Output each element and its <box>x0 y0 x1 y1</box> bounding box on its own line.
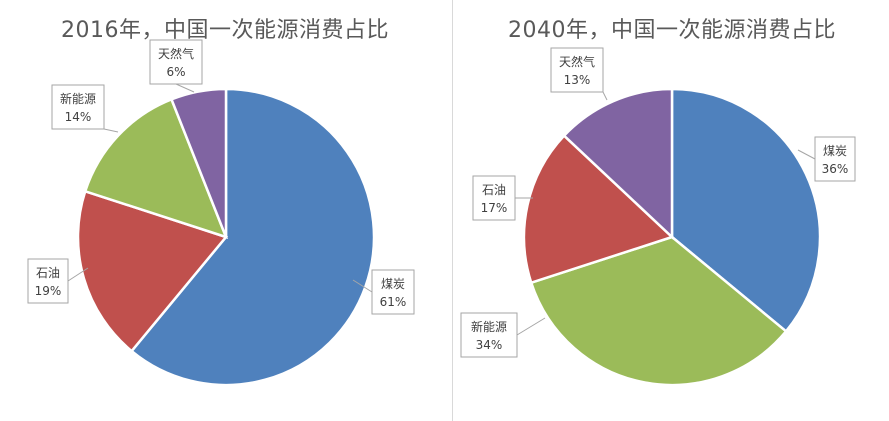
slice-value-2040-3: 13% <box>564 73 591 87</box>
slice-value-2016-1: 19% <box>35 284 62 298</box>
pie-slice-2016-1 <box>76 189 229 353</box>
slice-value-2016-0: 61% <box>380 295 407 309</box>
slice-value-2040-1: 34% <box>476 338 503 352</box>
callout-box-2016-0 <box>371 269 415 315</box>
chart-title-2016: 2016年，中国一次能源消费占比 <box>61 18 389 43</box>
chart-title-2040: 2040年，中国一次能源消费占比 <box>508 18 836 43</box>
slice-callout-2040-0: 煤炭 36% <box>797 136 856 182</box>
slice-label-2016-0: 煤炭 <box>381 277 405 291</box>
slice-value-2040-2: 17% <box>481 201 508 215</box>
slice-label-2016-3: 天然气 <box>158 46 194 61</box>
slice-value-2016-2: 14% <box>65 110 92 124</box>
slice-label-2040-1: 新能源 <box>471 319 507 334</box>
leader-line-2040-1 <box>516 317 546 336</box>
slice-label-2040-0: 煤炭 <box>823 144 847 158</box>
leader-line-2040-3 <box>602 91 608 101</box>
pie-chart-2016: 煤炭 61% 石油 19% 新能源 14% 天然气 6% <box>27 39 415 387</box>
leader-line-2016-0 <box>352 279 373 293</box>
pie-slice-2016-3 <box>169 87 228 238</box>
pie-slice-2040-3 <box>562 87 674 240</box>
slice-label-2016-1: 石油 <box>36 266 60 280</box>
slice-callout-2016-0: 煤炭 61% <box>352 269 415 315</box>
chart-panel-2016: 2016年，中国一次能源消费占比 煤炭 61% 石油 19% 新能源 14% 天然气 6% <box>27 18 415 387</box>
slice-label-2016-2: 新能源 <box>60 91 96 106</box>
leader-line-2016-2 <box>103 128 119 133</box>
slice-label-2040-2: 石油 <box>482 183 506 197</box>
pie-slice-2040-1 <box>529 235 788 387</box>
leader-line-2016-1 <box>67 267 89 282</box>
slice-callout-2016-1: 石油 19% <box>27 258 89 304</box>
chart-panel-2040: 2040年，中国一次能源消费占比 煤炭 36% 新能源 34% 石油 17% 天然气 13% <box>455 0 889 421</box>
callout-box-2040-0 <box>814 136 856 182</box>
slice-label-2040-3: 天然气 <box>559 54 595 69</box>
callout-box-2040-3 <box>550 47 604 93</box>
pie-slice-2040-0 <box>670 87 822 334</box>
callout-box-2040-2 <box>472 175 516 221</box>
panel-divider <box>452 0 453 421</box>
pie-slice-2016-0 <box>129 87 376 387</box>
pie-slice-2040-2 <box>522 133 675 285</box>
callout-box-2016-2 <box>51 84 105 130</box>
slice-callout-2016-3: 天然气 6% <box>149 39 203 93</box>
callout-box-2016-3 <box>149 39 203 85</box>
slice-value-2016-3: 6% <box>166 65 185 79</box>
slice-callout-2016-2: 新能源 14% <box>51 84 119 133</box>
leader-line-2040-0 <box>797 149 816 160</box>
slice-callout-2040-1: 新能源 34% <box>460 312 546 358</box>
pie-chart-2040: 煤炭 36% 新能源 34% 石油 17% 天然气 13% <box>460 47 856 387</box>
slice-callout-2040-3: 天然气 13% <box>550 47 608 101</box>
callout-box-2040-1 <box>460 312 518 358</box>
slice-callout-2040-2: 石油 17% <box>472 175 533 221</box>
pie-slice-2016-2 <box>83 97 229 240</box>
leader-line-2016-3 <box>175 83 195 93</box>
callout-box-2016-1 <box>27 258 69 304</box>
slice-value-2040-0: 36% <box>822 162 849 176</box>
